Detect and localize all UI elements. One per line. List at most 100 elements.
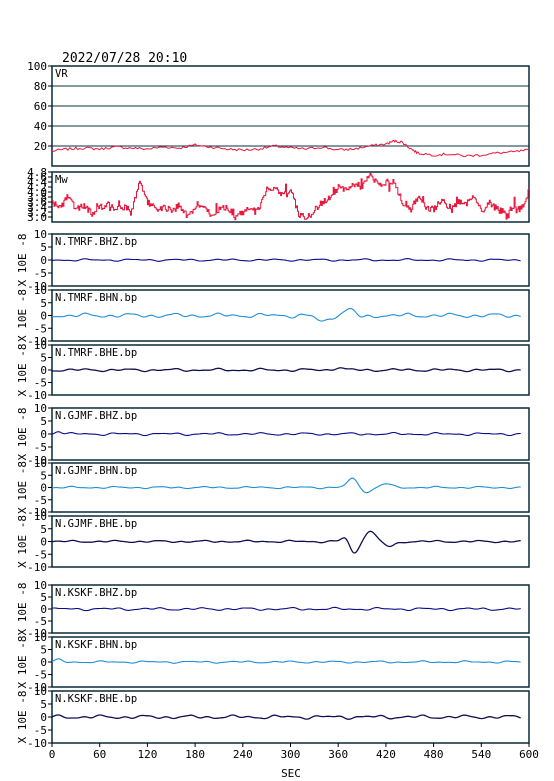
panel-1-ytick-label: 3.8: [27, 191, 47, 204]
x-tick-label: 540: [471, 748, 491, 761]
panel-4-ytick-label: 5: [40, 352, 47, 365]
panel-0-ytick-label: 60: [34, 100, 47, 113]
panel-4-ytick-label: 10: [34, 339, 47, 352]
panel-8-waveform: [51, 606, 521, 612]
panel-6-ylabel: X 10E -8: [16, 461, 29, 514]
panel-1-series-line: [52, 172, 530, 221]
panel-0-ytick-label: 20: [34, 140, 47, 153]
panel-9-waveform: [51, 658, 521, 664]
panel-7-ytick-label: -5: [34, 548, 47, 561]
panel-8-ytick-label: 10: [34, 579, 47, 592]
panel-3-ylabel: X 10E -8: [16, 289, 29, 342]
panel-10-waveform: [51, 714, 521, 720]
panel-7-ytick-label: 10: [34, 510, 47, 523]
panel-0-frame: [51, 65, 530, 167]
panel-2-ylabel: X 10E -8: [16, 234, 29, 287]
panel-10-ytick-label: -10: [27, 737, 47, 750]
panel-0-ytick-label: 40: [34, 120, 47, 133]
panel-8-ytick-label: -5: [34, 615, 47, 628]
panels: 20406080100VR3.03.23.43.63.84.04.24.44.6…: [16, 60, 539, 761]
panel-8-ytick-label: 5: [40, 591, 47, 604]
panel-5-ytick-label: 5: [40, 415, 47, 428]
panel-2-ytick-label: -5: [34, 267, 47, 280]
panel-10-ytick-label: -5: [34, 724, 47, 737]
panel-9-ytick-label: 0: [40, 656, 47, 669]
panel-9-ytick-label: -10: [27, 681, 47, 694]
panel-0-ytick-label: 80: [34, 80, 47, 93]
panel-1-ytick-label: 4.6: [27, 171, 47, 184]
panel-3-waveform: [51, 307, 521, 322]
panel-8-ytick-label: 0: [40, 603, 47, 616]
panel-10-ytick-label: 5: [40, 698, 47, 711]
timestamp-label: 2022/07/28 20:10: [62, 51, 187, 66]
x-axis-label: SEC: [281, 767, 301, 780]
panel-4-title: N.TMRF.BHE.bp: [55, 347, 137, 359]
panel-1-ytick-label: 4.4: [27, 176, 47, 189]
panel-2-ytick-label: 0: [40, 254, 47, 267]
panel-9-ytick-label: 10: [34, 631, 47, 644]
panel-7-ytick-label: 0: [40, 536, 47, 549]
panel-5-ytick-label: -5: [34, 441, 47, 454]
panel-6-ytick-label: -5: [34, 494, 47, 507]
panel-7-ytick-label: 5: [40, 523, 47, 536]
x-tick-label: 300: [281, 748, 301, 761]
panel-1-ytick-label: 3.0: [27, 211, 47, 224]
panel-6-title: N.GJMF.BHN.bp: [55, 465, 137, 477]
panel-4-ylabel: X 10E -8: [16, 344, 29, 397]
panel-4-ytick-label: -5: [34, 377, 47, 390]
panel-6-ytick-label: 0: [40, 482, 47, 495]
panel-5-ytick-label: 0: [40, 428, 47, 441]
panel-1-title: Mw: [55, 174, 68, 186]
panel-1-ytick-label: 4.2: [27, 181, 47, 194]
panel-3-ytick-label: 0: [40, 310, 47, 323]
panel-1-ytick-label: 3.2: [27, 206, 47, 219]
panel-10-title: N.KSKF.BHE.bp: [55, 693, 137, 705]
panel-9-ylabel: X 10E -8: [16, 636, 29, 689]
x-tick-label: 240: [233, 748, 253, 761]
panel-4-waveform: [51, 367, 521, 373]
panel-6-ytick-label: 10: [34, 457, 47, 470]
panel-9-title: N.KSKF.BHN.bp: [55, 639, 137, 651]
panel-1-ytick-label: 4.0: [27, 186, 47, 199]
x-tick-label: 120: [137, 748, 157, 761]
panel-3-ytick-label: 10: [34, 284, 47, 297]
panel-5-title: N.GJMF.BHZ.bp: [55, 410, 137, 422]
panel-0-ytick-label: 100: [27, 60, 47, 73]
panel-6-ytick-label: 5: [40, 469, 47, 482]
panel-0-series-line: [51, 139, 530, 158]
panel-9-ytick-label: -5: [34, 669, 47, 682]
panel-0-title: VR: [55, 68, 68, 80]
panel-6-ytick-label: -10: [27, 506, 47, 519]
panel-8-ytick-label: -10: [27, 627, 47, 640]
panel-9-ytick-label: 5: [40, 644, 47, 657]
x-tick-label: 420: [376, 748, 396, 761]
panel-2-waveform: [52, 258, 521, 262]
panel-4-ytick-label: 0: [40, 364, 47, 377]
panel-7-ytick-label: -10: [27, 561, 47, 574]
panel-7-title: N.GJMF.BHE.bp: [55, 518, 137, 530]
panel-1-ytick-label: 3.4: [27, 201, 47, 214]
panel-7-waveform: [51, 530, 521, 554]
panel-10-ytick-label: 0: [40, 711, 47, 724]
panel-5-ytick-label: 10: [34, 402, 47, 415]
panel-7-ylabel: X 10E -8: [16, 515, 29, 568]
panel-3-ytick-label: -5: [34, 322, 47, 335]
panel-4-ytick-label: -10: [27, 389, 47, 402]
panel-10-ylabel: X 10E -8: [16, 691, 29, 744]
panel-2-ytick-label: 5: [40, 241, 47, 254]
panel-2-ytick-label: -10: [27, 280, 47, 293]
x-tick-label: 0: [49, 748, 56, 761]
x-tick-label: 360: [328, 748, 348, 761]
panel-2-ytick-label: 10: [34, 228, 47, 241]
panel-5-waveform: [51, 431, 521, 437]
panel-1-ytick-label: 3.6: [27, 196, 47, 209]
panel-3-ytick-label: -10: [27, 335, 47, 348]
x-tick-label: 480: [424, 748, 444, 761]
panel-6-waveform: [52, 477, 521, 494]
panel-8-title: N.KSKF.BHZ.bp: [55, 587, 137, 599]
x-tick-label: 600: [519, 748, 539, 761]
panel-1-ytick-label: 4.8: [27, 166, 47, 179]
panel-5-ytick-label: -10: [27, 454, 47, 467]
panel-2-title: N.TMRF.BHZ.bp: [55, 236, 137, 248]
